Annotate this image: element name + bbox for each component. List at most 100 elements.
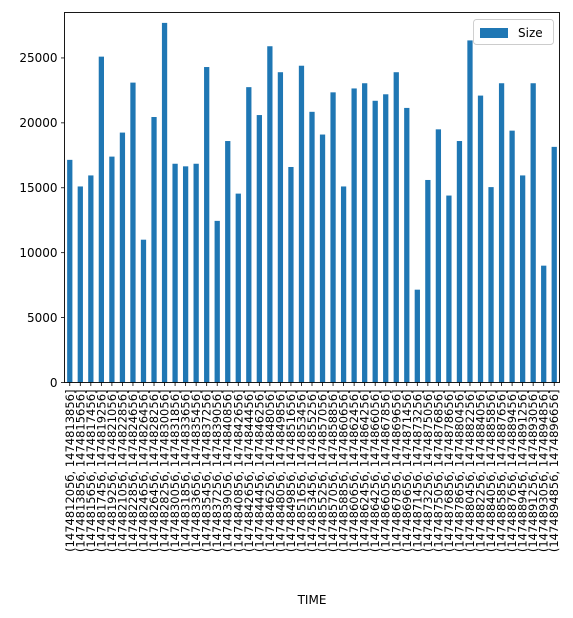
y-tick-label: 5000 xyxy=(27,311,58,325)
bar xyxy=(119,132,126,383)
bar xyxy=(446,195,452,383)
bar xyxy=(277,72,284,383)
bar xyxy=(456,141,463,383)
x-tick-label: (1474857056, 1474858856] xyxy=(326,390,340,553)
x-tick-label: (1474864256, 1474866056] xyxy=(368,390,382,553)
bar xyxy=(172,163,178,383)
x-tick-label: (1474840856, 1474842656] xyxy=(231,390,245,553)
x-tick-label: (1474822856, 1474824656] xyxy=(126,390,140,553)
x-tick-label: (1474839056, 1474840856] xyxy=(221,390,235,553)
bar xyxy=(435,129,442,383)
x-tick-label: (1474866056, 1474867856] xyxy=(379,390,393,553)
bar xyxy=(298,65,305,383)
x-tick-label: (1474853456, 1474855256] xyxy=(305,390,319,553)
y-axis-ticks: 0 5000 10000 15000 20000 25000 xyxy=(19,51,65,390)
bar xyxy=(498,83,505,383)
legend-label: Size xyxy=(518,26,543,40)
x-tick-label: (147481205б, 1474813856] xyxy=(63,390,77,552)
x-tick-label: (1474833656, 1474835456] xyxy=(189,390,203,553)
bar xyxy=(393,72,399,383)
bar xyxy=(267,46,273,383)
bar xyxy=(351,88,357,383)
bars-group xyxy=(67,22,557,383)
x-tick-label: (1474835456, 1474837256] xyxy=(200,390,214,553)
x-tick-label: (1474885856, 1474887656] xyxy=(495,390,509,553)
x-tick-label: (1474846256, 1474848056] xyxy=(263,390,277,553)
legend: Size xyxy=(473,19,554,45)
x-tick-label: (1474831856, 1474833656] xyxy=(179,390,193,553)
bar xyxy=(530,83,536,383)
bar xyxy=(541,265,547,383)
x-tick-label: (1474815656, 1474817456] xyxy=(84,390,98,553)
bar xyxy=(161,22,168,383)
x-tick-label: (1474849856, 1474851656] xyxy=(284,390,298,553)
bar xyxy=(330,92,336,383)
bar xyxy=(404,107,410,383)
bar xyxy=(509,130,515,383)
x-tick-label: (1474824656, 1474826456] xyxy=(136,390,150,553)
bar xyxy=(477,95,484,383)
x-tick-label: (1474851656, 1474853456] xyxy=(294,390,308,553)
bar xyxy=(225,141,231,383)
bar xyxy=(309,111,315,383)
x-tick-label: (1474875056, 1474876856] xyxy=(431,390,445,553)
x-tick-label: (1474891256, 1474893056] xyxy=(526,390,540,553)
bar xyxy=(340,186,347,383)
x-tick-label: (1474819256, 1474821056] xyxy=(105,390,119,553)
x-tick-label: (1474844456, 1474846256] xyxy=(252,390,266,553)
x-tick-label: (1474837256, 1474839056] xyxy=(210,390,224,553)
x-tick-label: (1474873256, 1474875056] xyxy=(421,390,435,553)
x-tick-label: (1474884056, 1474885856] xyxy=(484,390,498,553)
x-tick-label: (1474855256, 1474857056] xyxy=(316,390,330,553)
x-tick-label: (1474889456, 1474891256] xyxy=(516,390,530,553)
bar xyxy=(383,94,389,383)
bar xyxy=(88,175,94,383)
bar xyxy=(362,83,368,383)
bar xyxy=(98,56,104,383)
bar xyxy=(235,193,241,383)
bar xyxy=(130,82,136,383)
bar xyxy=(67,159,73,383)
bar xyxy=(467,40,473,383)
bar xyxy=(520,175,526,383)
bar xyxy=(193,163,199,383)
bar xyxy=(488,187,494,383)
x-tick-label: (1474880456, 1474882256] xyxy=(463,390,477,553)
bar xyxy=(204,67,210,383)
x-axis-ticks: (147481205б, 1474813856](1474813856, 147… xyxy=(63,382,561,553)
x-tick-label: (1474858856, 1474860656] xyxy=(337,390,351,553)
x-tick-label: (1474887656, 1474889456] xyxy=(505,390,519,553)
y-tick-label: 0 xyxy=(50,376,58,390)
x-tick-label: (1474848056, 1474849856] xyxy=(273,390,287,553)
x-tick-label: (1474821056, 1474822856] xyxy=(115,390,129,553)
x-tick-label: (1474813856, 1474815656] xyxy=(73,390,87,553)
x-tick-label: (1474871456, 1474873256] xyxy=(410,390,424,553)
legend-swatch xyxy=(480,28,508,38)
y-tick-label: 20000 xyxy=(19,116,57,130)
y-tick-label: 10000 xyxy=(19,246,57,260)
bar xyxy=(425,179,431,383)
bar xyxy=(256,115,262,383)
plot-frame xyxy=(64,12,560,383)
x-tick-label: (1474860656, 1474862456] xyxy=(347,390,361,553)
x-tick-label: (1474878656, 1474880456] xyxy=(452,390,466,553)
bar xyxy=(140,239,147,383)
x-tick-label: (1474828256, 1474830056] xyxy=(158,390,172,553)
bar xyxy=(372,100,378,383)
legend-frame xyxy=(473,19,554,45)
x-tick-label: (1474882256, 1474884056] xyxy=(474,390,488,553)
bar xyxy=(109,156,115,383)
x-tick-label: (1474893056, 1474894856] xyxy=(537,390,551,553)
x-tick-label: (1474817456, 1474819256] xyxy=(94,390,108,553)
bar xyxy=(414,289,420,383)
bar xyxy=(182,166,189,383)
x-tick-label: (1474862456, 1474864256] xyxy=(358,390,372,553)
x-tick-label: (1474876856, 1474878656] xyxy=(442,390,456,553)
bar xyxy=(77,186,83,383)
y-tick-label: 25000 xyxy=(19,51,57,65)
x-tick-label: (1474826456, 1474828256] xyxy=(147,390,161,553)
bar xyxy=(288,166,294,383)
bar xyxy=(214,220,220,383)
x-tick-label: (1474842656, 1474844456] xyxy=(242,390,256,553)
